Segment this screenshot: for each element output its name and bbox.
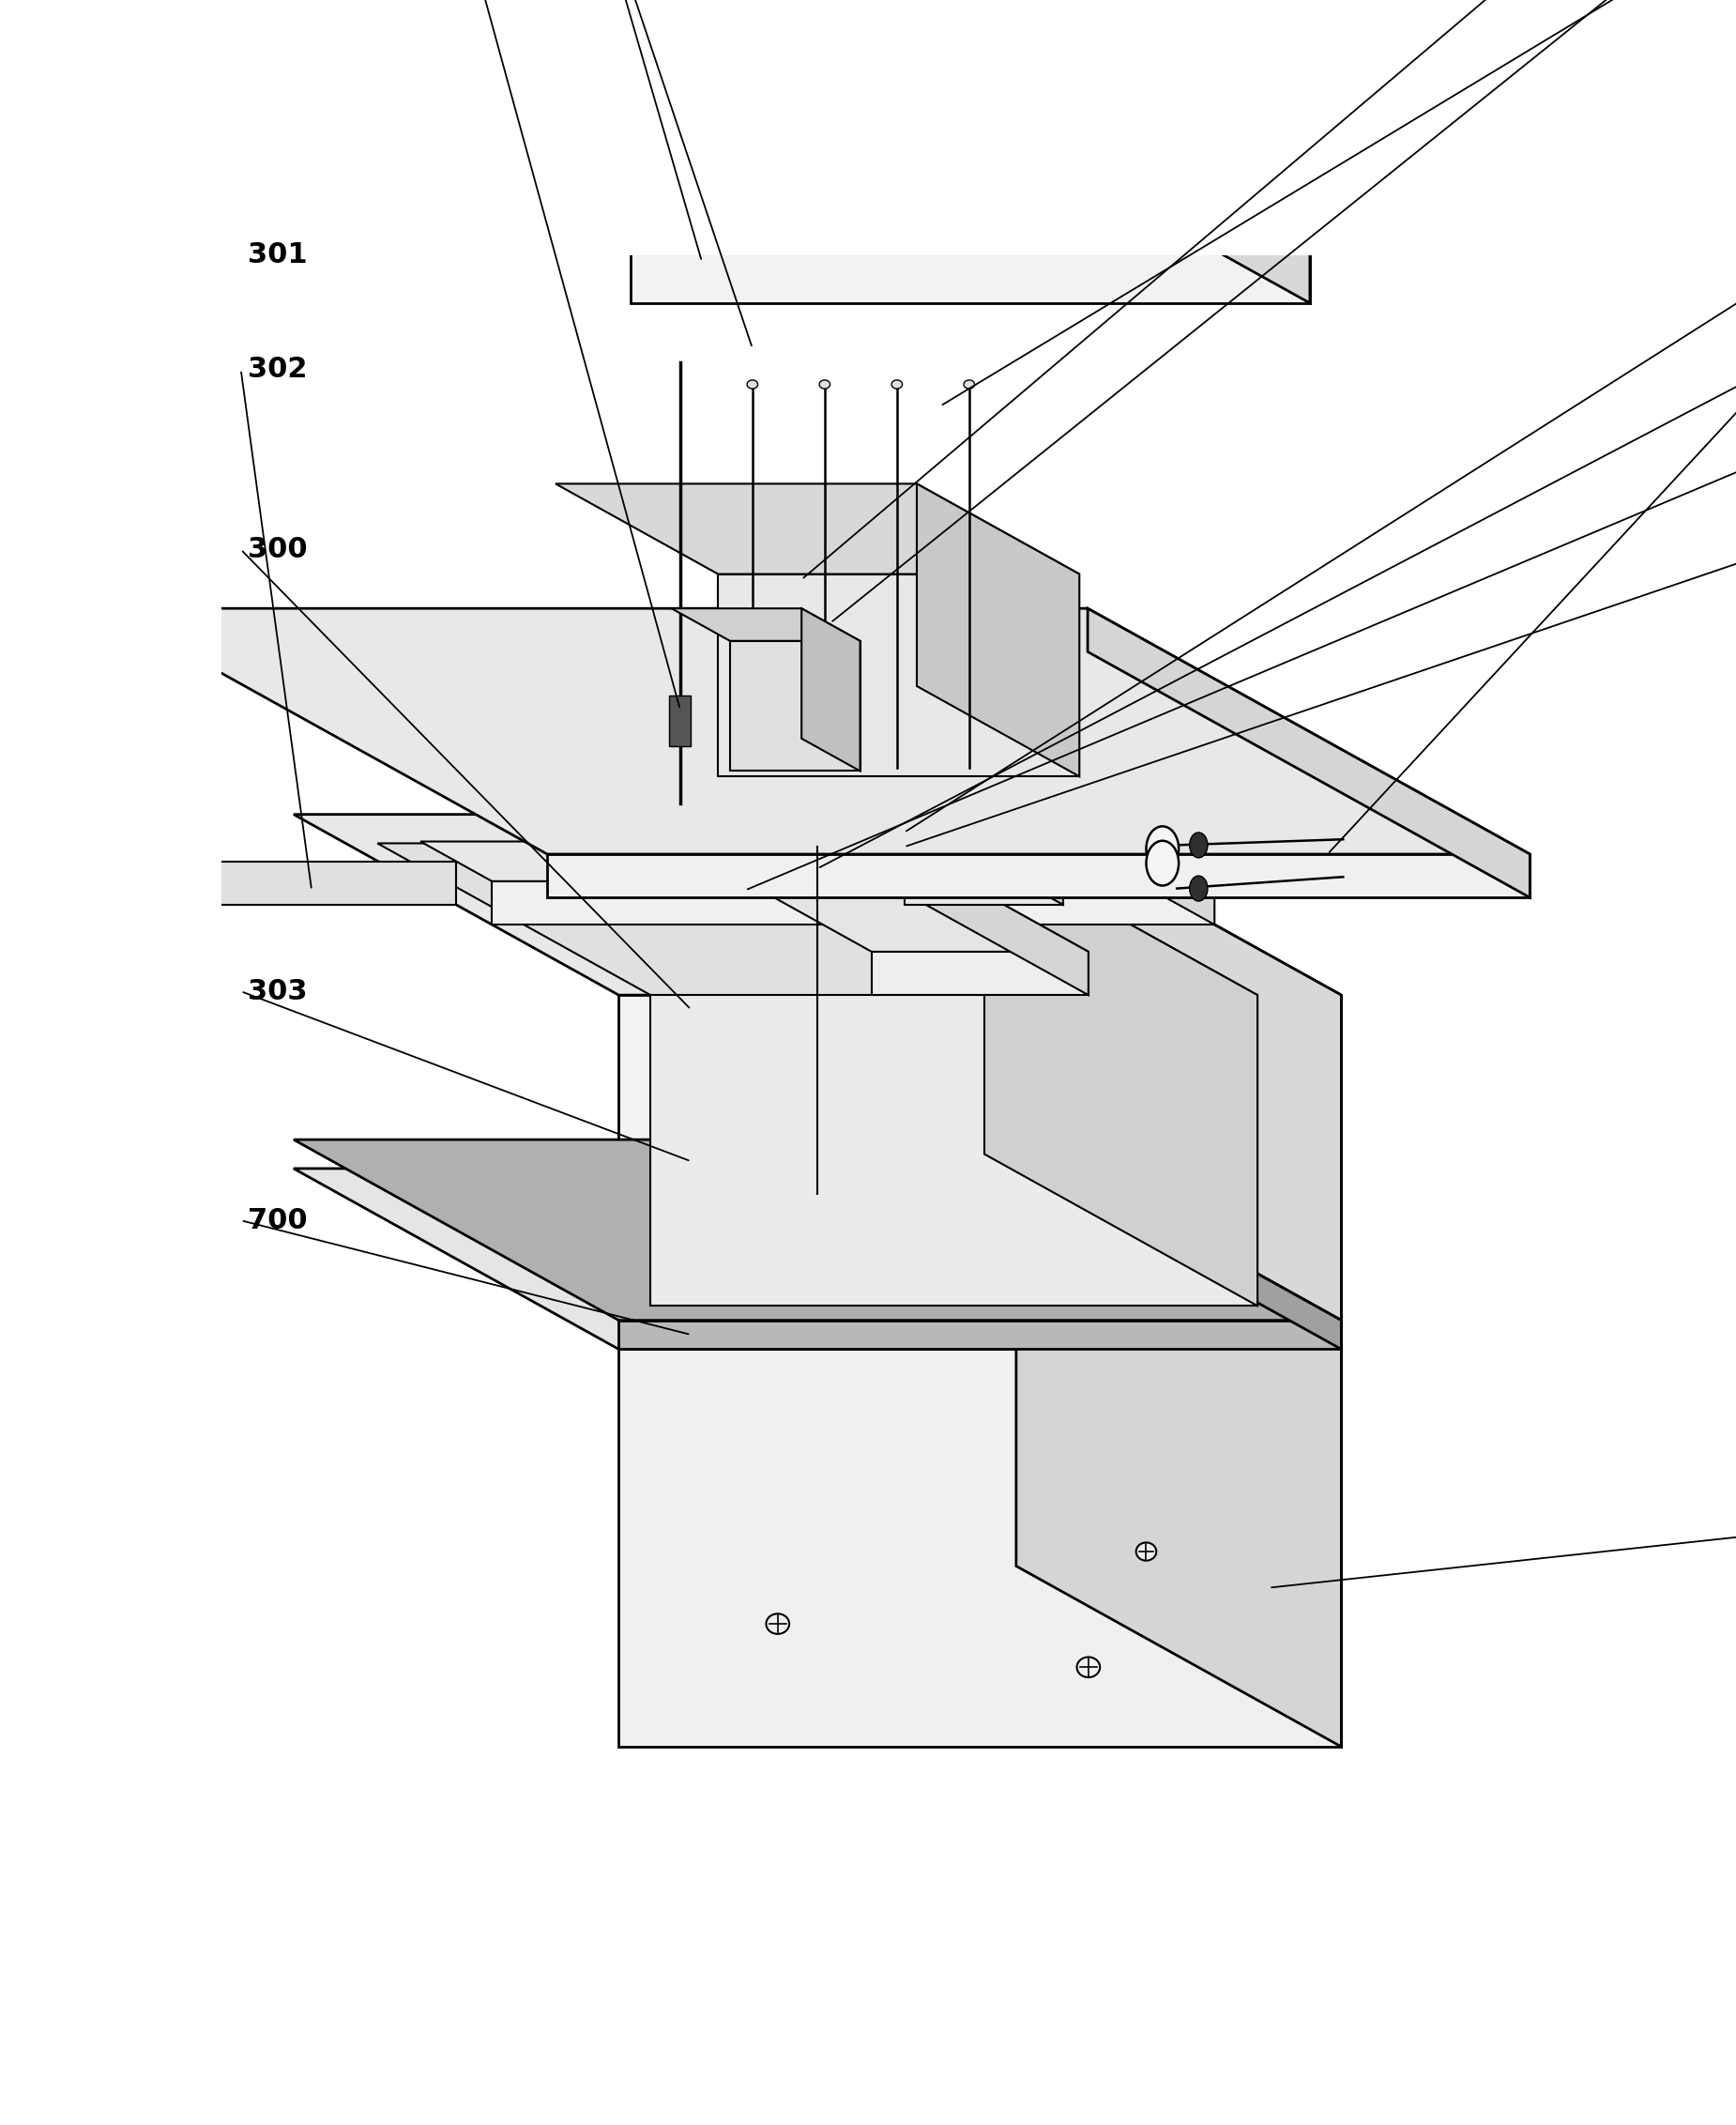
Ellipse shape: [963, 380, 974, 389]
Polygon shape: [630, 0, 1311, 304]
Polygon shape: [1016, 1139, 1342, 1349]
Polygon shape: [547, 854, 1529, 897]
Polygon shape: [491, 882, 1215, 924]
Polygon shape: [904, 833, 1062, 905]
Polygon shape: [1016, 814, 1342, 1320]
Polygon shape: [871, 952, 1088, 995]
Ellipse shape: [1135, 1543, 1156, 1560]
Ellipse shape: [19, 835, 54, 882]
Bar: [670, 695, 691, 746]
Polygon shape: [1088, 608, 1529, 897]
Polygon shape: [764, 771, 1088, 995]
Polygon shape: [984, 844, 1257, 1307]
Polygon shape: [547, 771, 1088, 952]
Polygon shape: [618, 1349, 1342, 1747]
Polygon shape: [1016, 1169, 1342, 1747]
Polygon shape: [672, 608, 859, 642]
Polygon shape: [1003, 0, 1311, 304]
Polygon shape: [293, 1169, 1342, 1349]
Polygon shape: [377, 844, 1257, 995]
Polygon shape: [651, 995, 1257, 1307]
Ellipse shape: [19, 884, 54, 933]
Text: 700: 700: [248, 1207, 307, 1235]
Polygon shape: [991, 793, 1062, 905]
Polygon shape: [293, 814, 1342, 995]
Text: 303: 303: [248, 978, 307, 1005]
Text: 301: 301: [248, 242, 307, 268]
Polygon shape: [104, 608, 1529, 854]
Ellipse shape: [746, 380, 759, 389]
Ellipse shape: [1189, 875, 1208, 901]
Polygon shape: [556, 484, 1080, 574]
Text: 300: 300: [248, 536, 307, 563]
Ellipse shape: [1189, 833, 1208, 859]
Ellipse shape: [819, 380, 830, 389]
Polygon shape: [719, 574, 1080, 776]
Polygon shape: [833, 793, 1062, 833]
Polygon shape: [618, 1320, 1342, 1349]
Polygon shape: [420, 842, 1215, 882]
Ellipse shape: [7, 890, 24, 918]
Polygon shape: [618, 995, 1342, 1320]
Polygon shape: [731, 642, 859, 771]
Ellipse shape: [1146, 827, 1179, 871]
Polygon shape: [59, 861, 457, 905]
Polygon shape: [293, 1139, 1342, 1320]
Polygon shape: [802, 608, 859, 771]
Ellipse shape: [892, 380, 903, 389]
Ellipse shape: [1076, 1658, 1101, 1677]
Text: 302: 302: [248, 355, 307, 382]
Polygon shape: [1142, 842, 1215, 924]
Ellipse shape: [1146, 842, 1179, 886]
Ellipse shape: [7, 848, 24, 875]
Polygon shape: [917, 484, 1080, 776]
Ellipse shape: [766, 1613, 790, 1634]
